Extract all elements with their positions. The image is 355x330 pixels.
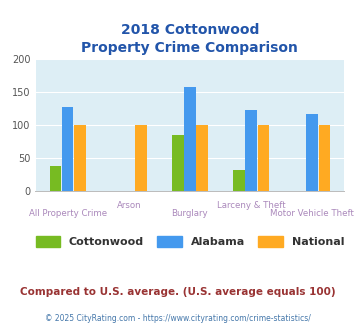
- Legend: Cottonwood, Alabama, National: Cottonwood, Alabama, National: [31, 231, 349, 251]
- Bar: [196, 125, 208, 191]
- Bar: [74, 125, 86, 191]
- Bar: [184, 87, 196, 191]
- Bar: [319, 125, 330, 191]
- Bar: [233, 170, 245, 191]
- Text: Compared to U.S. average. (U.S. average equals 100): Compared to U.S. average. (U.S. average …: [20, 287, 335, 297]
- Bar: [62, 107, 73, 191]
- Text: Burglary: Burglary: [171, 209, 208, 217]
- Title: 2018 Cottonwood
Property Crime Comparison: 2018 Cottonwood Property Crime Compariso…: [82, 23, 298, 55]
- Bar: [50, 166, 61, 191]
- Bar: [172, 135, 184, 191]
- Text: Motor Vehicle Theft: Motor Vehicle Theft: [270, 209, 354, 217]
- Text: Arson: Arson: [116, 201, 141, 210]
- Text: Larceny & Theft: Larceny & Theft: [217, 201, 285, 210]
- Bar: [245, 110, 257, 191]
- Bar: [257, 125, 269, 191]
- Text: © 2025 CityRating.com - https://www.cityrating.com/crime-statistics/: © 2025 CityRating.com - https://www.city…: [45, 314, 310, 323]
- Text: All Property Crime: All Property Crime: [28, 209, 106, 217]
- Bar: [135, 125, 147, 191]
- Bar: [306, 114, 318, 191]
